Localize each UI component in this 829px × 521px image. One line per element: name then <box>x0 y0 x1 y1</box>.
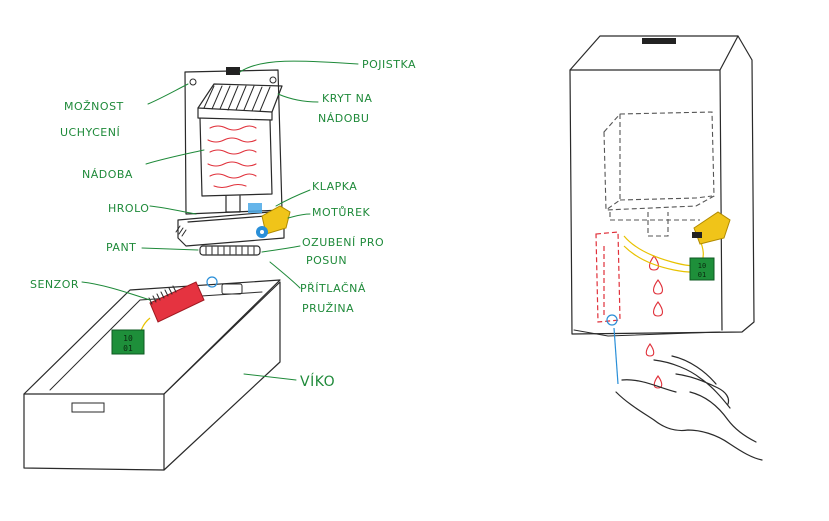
motor-right <box>693 211 731 245</box>
leader-lines <box>81 60 359 381</box>
chip2-top-text: 10 <box>698 262 706 270</box>
gear-icon <box>256 226 268 238</box>
label-pant: PANT <box>106 241 136 254</box>
label-viko: VÍKO <box>300 373 335 390</box>
mount-hole-right <box>269 76 277 84</box>
mount-hole-left <box>189 78 197 86</box>
sensor-beam <box>613 327 619 385</box>
label-nadoba: NÁDOBA <box>82 168 133 181</box>
drop-1 <box>648 255 660 271</box>
label-nadobu: NÁDOBU <box>318 112 369 125</box>
label-klapka: KLAPKA <box>312 180 357 193</box>
label-posun: POSUN <box>306 254 347 267</box>
label-pruzina: PRUŽINA <box>302 302 354 315</box>
right-assembly: 10 01 <box>569 35 763 461</box>
closed-housing <box>569 35 755 335</box>
chip-bottom-text: 01 <box>123 344 133 353</box>
drop-4 <box>645 343 655 357</box>
container <box>199 117 273 197</box>
sensor-window <box>606 314 618 326</box>
sensor <box>148 281 205 323</box>
drop-2 <box>652 279 664 295</box>
chip2-bottom-text: 01 <box>698 271 706 279</box>
labels: POJISTKA MOŽNOST UCHYCENÍ KRYT NA NÁDOBU… <box>30 58 416 390</box>
wire-a <box>623 235 701 267</box>
label-pojistka: POJISTKA <box>362 58 416 71</box>
label-kryt-na: KRYT NA <box>322 92 372 105</box>
drop-5 <box>653 375 663 389</box>
label-pritlacna: PŘÍTLAČNÁ <box>300 282 366 295</box>
fuse <box>226 67 240 75</box>
back-panel <box>184 69 283 215</box>
lid <box>23 276 281 471</box>
chip-top-text: 10 <box>123 334 133 343</box>
label-ozubeni-pro: OZUBENÍ PRO <box>302 236 384 249</box>
left-assembly: 10 01 <box>23 67 291 471</box>
container-neck <box>225 195 241 213</box>
label-motorek: MOTŮREK <box>312 206 371 219</box>
hinge <box>199 245 261 256</box>
control-chip-right: 10 01 <box>689 257 715 281</box>
control-chip: 10 01 <box>111 329 145 355</box>
hidden-channel <box>595 231 621 323</box>
brand-plate <box>642 38 676 44</box>
drop-3 <box>652 301 664 317</box>
hand <box>615 355 763 461</box>
label-hrolo: HROLO <box>108 202 149 215</box>
container-cover <box>197 83 283 121</box>
flap <box>248 203 262 213</box>
label-moznost: MOŽNOST <box>64 100 124 113</box>
label-uchyceni: UCHYCENÍ <box>60 126 120 139</box>
label-senzor: SENZOR <box>30 278 79 291</box>
